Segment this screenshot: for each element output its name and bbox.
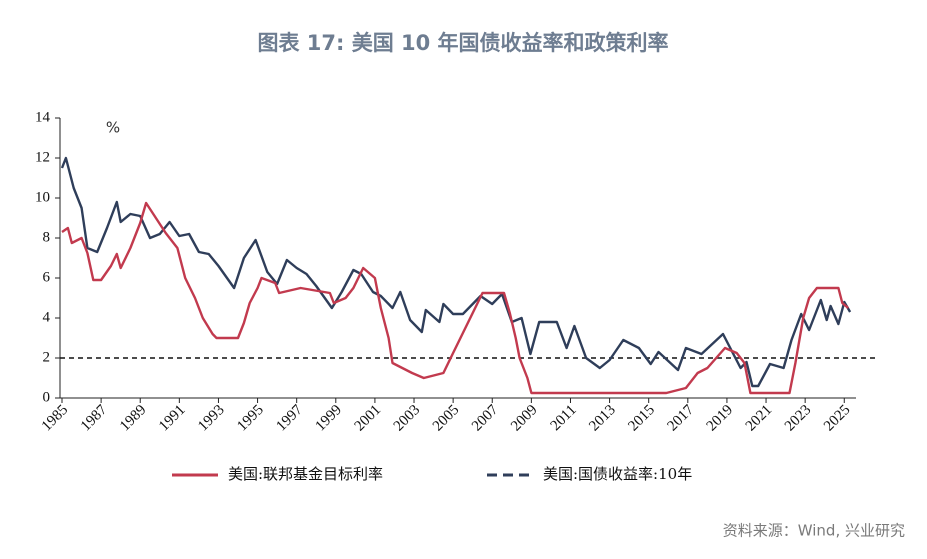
x-tick-label: 1987 [78,402,111,435]
x-tick-label: 1989 [117,402,150,435]
x-tick-label: 1995 [234,402,267,435]
y-unit: % [106,119,120,137]
x-tick-label: 2007 [469,402,502,435]
legend-label: 美国:联邦基金目标利率 [228,465,383,483]
y-tick-label: 14 [35,109,51,125]
series-line [61,201,849,395]
legend-label: 美国:国债收益率:10年 [543,465,692,483]
x-tick-label: 2001 [352,402,385,435]
y-tick-label: 4 [43,309,51,325]
x-tick-label: 2017 [665,402,698,435]
x-tick-label: 2011 [548,402,580,434]
x-tick-label: 2019 [704,402,737,435]
source: 资料来源：Wind, 兴业研究 [723,522,905,540]
x-tick-label: 2013 [586,402,619,435]
chart-title: 图表 17: 美国 10 年国债收益率和政策利率 [257,31,668,55]
x-tick-label: 1991 [156,402,189,435]
x-tick-label: 2003 [391,402,424,435]
x-tick-label: 1999 [313,402,346,435]
x-tick-label: 1985 [39,402,72,435]
x-tick-label: 2009 [508,402,541,435]
x-tick-label: 2015 [625,402,658,435]
y-tick-label: 10 [35,189,50,205]
x-tick-label: 1997 [273,402,306,435]
y-tick-label: 8 [43,229,51,245]
x-tick-label: 2005 [430,402,463,435]
x-tick-label: 1993 [195,402,228,435]
y-tick-label: 6 [43,269,51,285]
series-line [60,156,852,388]
x-tick-label: 2025 [821,402,854,435]
x-tick-label: 2023 [782,402,815,435]
x-tick-label: 2021 [743,402,776,435]
y-tick-label: 2 [43,349,51,365]
y-tick-label: 12 [35,149,50,165]
y-tick-label: 0 [43,389,51,405]
